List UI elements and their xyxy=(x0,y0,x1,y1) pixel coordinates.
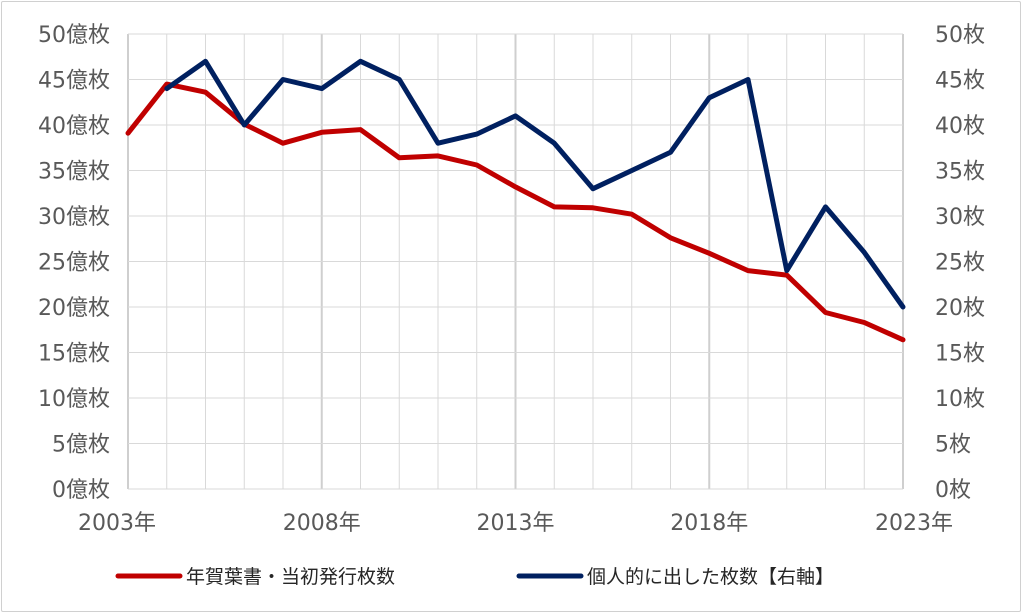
right-tick-label: 50枚 xyxy=(935,23,985,48)
left-tick-label: 30億枚 xyxy=(38,205,110,230)
right-tick-label: 10枚 xyxy=(935,387,985,412)
x-tick-label: 2018年 xyxy=(670,511,748,536)
right-tick-label: 20枚 xyxy=(935,296,985,321)
right-tick-label: 5枚 xyxy=(935,433,971,458)
right-tick-label: 25枚 xyxy=(935,251,985,276)
left-axis-tick-labels: 0億枚 5億枚 10億枚 15億枚 20億枚 25億枚 30億枚 35億枚 40億枚 45億枚 50… xyxy=(38,23,110,503)
series-line-2 xyxy=(164,58,906,310)
x-axis-tick-labels: 2003年 2008年 2013年 2018年 2023年 xyxy=(78,511,953,536)
horizontal-gridlines xyxy=(128,33,903,490)
left-tick-label: 25億枚 xyxy=(38,251,110,276)
legend-label-series-2: 個人的に出した枚数【右軸】 xyxy=(587,566,834,588)
right-tick-label: 45枚 xyxy=(935,69,985,94)
left-tick-label: 15億枚 xyxy=(38,342,110,367)
left-tick-label: 0億枚 xyxy=(52,478,110,503)
x-tick-label: 2013年 xyxy=(477,511,555,536)
right-tick-label: 15枚 xyxy=(935,342,985,367)
left-tick-label: 35億枚 xyxy=(38,160,110,185)
left-tick-label: 40億枚 xyxy=(38,114,110,139)
legend-label-series-1: 年賀葉書・当初発行枚数 xyxy=(186,566,395,588)
left-tick-label: 45億枚 xyxy=(38,69,110,94)
left-tick-label: 50億枚 xyxy=(38,23,110,48)
left-tick-label: 10億枚 xyxy=(38,387,110,412)
x-tick-label: 2003年 xyxy=(78,511,156,536)
left-tick-label: 5億枚 xyxy=(52,433,110,458)
right-axis-tick-labels: 0枚 5枚 10枚 15枚 20枚 25枚 30枚 35枚 40枚 45枚 50枚 xyxy=(935,23,985,503)
right-tick-label: 0枚 xyxy=(935,478,971,503)
x-tick-label: 2023年 xyxy=(875,511,953,536)
right-tick-label: 35枚 xyxy=(935,160,985,185)
legend: 年賀葉書・当初発行枚数 個人的に出した枚数【右軸】 xyxy=(115,566,834,588)
series-lines xyxy=(125,58,906,343)
left-tick-label: 20億枚 xyxy=(38,296,110,321)
x-tick-label: 2008年 xyxy=(283,511,361,536)
right-tick-label: 40枚 xyxy=(935,114,985,139)
right-tick-label: 30枚 xyxy=(935,205,985,230)
